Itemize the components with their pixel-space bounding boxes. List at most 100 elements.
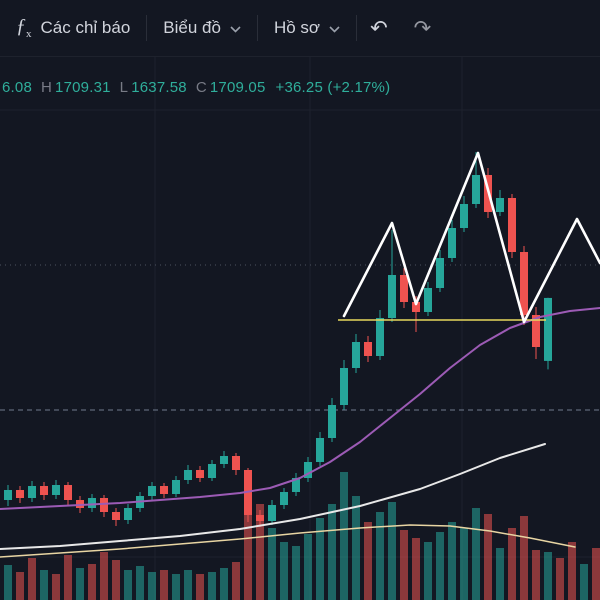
- candle-body: [112, 512, 120, 520]
- candle-body: [436, 258, 444, 288]
- candle-body: [220, 456, 228, 464]
- candle-body: [232, 456, 240, 470]
- volume-bar: [340, 472, 348, 600]
- candle-body: [88, 498, 96, 508]
- legend-low-value: 1637.58: [131, 79, 187, 96]
- chevron-down-icon: [329, 25, 340, 33]
- profile-menu-button[interactable]: Hồ sơ: [258, 8, 356, 48]
- candle-body: [472, 175, 480, 204]
- volume-bar: [580, 564, 588, 600]
- volume-bar: [208, 572, 216, 600]
- candle-body: [364, 342, 372, 356]
- volume-bar: [268, 528, 276, 600]
- candle-body: [52, 485, 60, 495]
- candle-body: [340, 368, 348, 405]
- candle-body: [280, 492, 288, 505]
- legend-open-value: 6.08: [2, 79, 32, 96]
- candle-body: [256, 515, 264, 521]
- undo-button[interactable]: ↶: [357, 8, 401, 48]
- volume-bar: [568, 542, 576, 600]
- volume-bar: [388, 502, 396, 600]
- candle-body: [4, 490, 12, 500]
- candle-body: [304, 462, 312, 478]
- candle-body: [196, 470, 204, 478]
- candle-body: [520, 252, 528, 315]
- volume-bar: [472, 508, 480, 600]
- top-toolbar: ƒx Các chỉ báo Biểu đồ Hồ sơ ↶ ↷: [0, 0, 600, 57]
- candle-body: [64, 485, 72, 500]
- indicators-button-label: Các chỉ báo: [40, 18, 131, 37]
- volume-bar: [496, 548, 504, 600]
- cream-ma-line: [0, 524, 576, 558]
- candle-body: [376, 318, 384, 356]
- candle-body: [208, 464, 216, 478]
- candle-body: [172, 480, 180, 494]
- volume-bar: [316, 518, 324, 600]
- chart-menu-button[interactable]: Biểu đồ: [147, 8, 257, 48]
- chart-menu-label: Biểu đồ: [163, 18, 221, 37]
- volume-bar: [64, 555, 72, 600]
- volume-bar: [4, 565, 12, 600]
- legend-close-label: C: [195, 79, 207, 96]
- candle-body: [16, 490, 24, 498]
- volume-bar: [460, 528, 468, 600]
- candle-body: [532, 315, 540, 347]
- volume-bar: [376, 512, 384, 600]
- volume-bar: [112, 560, 120, 600]
- toolbar-divider: [146, 15, 148, 41]
- volume-bar: [244, 482, 252, 600]
- volume-bar: [136, 566, 144, 600]
- volume-bar: [76, 568, 84, 600]
- candle-body: [28, 486, 36, 498]
- legend-high-label: H: [41, 79, 53, 96]
- purple-ma-line: [0, 307, 600, 510]
- profile-menu-label: Hồ sơ: [273, 18, 321, 37]
- volume-bar: [52, 574, 60, 600]
- volume-bar: [16, 572, 24, 600]
- volume-bar: [508, 528, 516, 600]
- chevron-down-icon: [230, 25, 241, 33]
- volume-bar: [292, 546, 300, 600]
- indicators-button[interactable]: ƒx Các chỉ báo: [0, 8, 146, 48]
- candle-body: [448, 228, 456, 258]
- volume-bar: [556, 558, 564, 600]
- volume-bar: [448, 522, 456, 600]
- volume-bar: [88, 564, 96, 600]
- ohlc-legend: 6.08 H 1709.31 L 1637.58 C 1709.05 +36.2…: [2, 79, 390, 96]
- volume-bar: [520, 516, 528, 600]
- candle-body: [184, 470, 192, 480]
- redo-button[interactable]: ↷: [401, 8, 445, 48]
- volume-bar: [100, 552, 108, 600]
- candle-body: [328, 405, 336, 438]
- volume-bar: [484, 514, 492, 600]
- volume-bar: [232, 562, 240, 600]
- trend-projection-drawing[interactable]: [342, 151, 600, 324]
- volume-bar: [256, 504, 264, 600]
- volume-bar: [160, 570, 168, 600]
- fx-indicator-icon: ƒx: [16, 15, 32, 40]
- toolbar-divider: [356, 15, 358, 41]
- candle-body: [268, 505, 276, 521]
- candle-body: [160, 486, 168, 494]
- volume-bar: [532, 550, 540, 600]
- volume-bars: [4, 472, 600, 600]
- candle-body: [508, 198, 516, 252]
- volume-bar: [172, 574, 180, 600]
- volume-bar: [328, 504, 336, 600]
- volume-bar: [40, 570, 48, 600]
- candle-body: [424, 288, 432, 312]
- candle-body: [124, 508, 132, 520]
- volume-bar: [412, 538, 420, 600]
- volume-bar: [184, 570, 192, 600]
- volume-bar: [436, 532, 444, 600]
- candle-body: [460, 204, 468, 228]
- volume-bar: [364, 522, 372, 600]
- legend-high-value: 1709.31: [55, 79, 111, 96]
- legend-change-value: +36.25 (+2.17%): [275, 79, 391, 96]
- candle-body: [316, 438, 324, 462]
- volume-bar: [400, 530, 408, 600]
- white-ma-line: [0, 443, 546, 550]
- legend-close-value: 1709.05: [209, 79, 266, 96]
